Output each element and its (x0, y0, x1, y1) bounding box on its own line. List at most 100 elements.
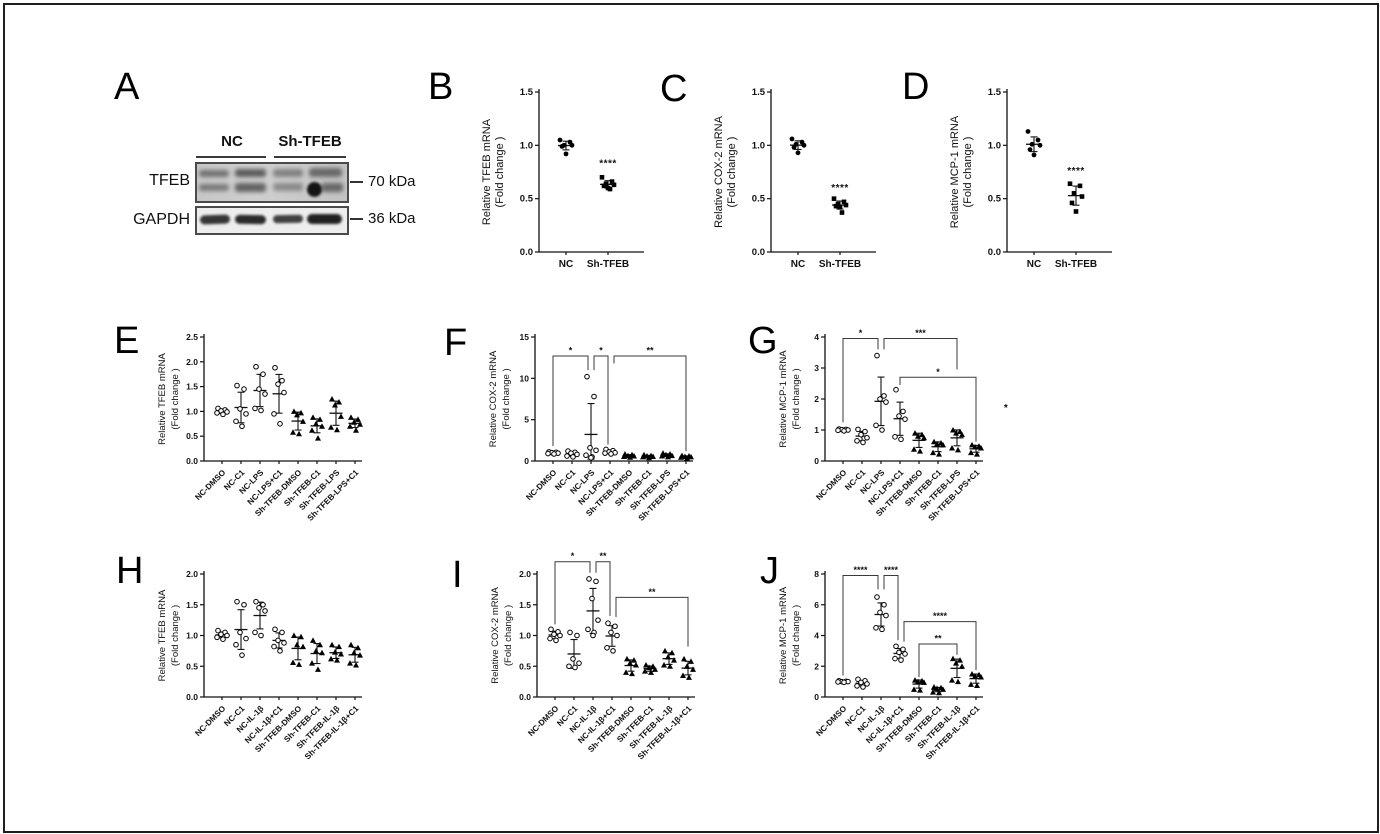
significance-bracket (903, 621, 977, 671)
data-point (548, 626, 554, 633)
data-point (315, 435, 321, 441)
gapdh-kda-marker: 36 kDa (350, 210, 416, 227)
significance-bracket (918, 643, 958, 678)
data-point (940, 686, 946, 692)
y-tick-label: 0.5 (988, 194, 1002, 205)
data-point (955, 446, 961, 453)
data-point (564, 453, 570, 459)
data-point (300, 643, 306, 650)
data-point (686, 674, 692, 680)
blot-band (199, 170, 229, 177)
data-point (608, 451, 614, 457)
significance-label: * (859, 328, 863, 338)
data-point (234, 598, 240, 605)
data-point (351, 419, 357, 425)
data-point (233, 418, 239, 425)
data-point (309, 427, 315, 433)
data-point (290, 659, 296, 666)
y-tick-label: 2.0 (186, 569, 198, 579)
data-point (279, 377, 285, 384)
y-tick-label: 5 (524, 415, 529, 425)
y-tick-label: 0 (814, 692, 819, 702)
significance-label: ** (648, 587, 656, 597)
significance-label: *** (915, 328, 926, 338)
data-point (253, 363, 259, 370)
data-point (646, 664, 652, 670)
significance-label: * (936, 367, 940, 377)
blot-blob (307, 182, 322, 197)
y-tick-label: 1 (814, 425, 819, 435)
data-point (791, 145, 797, 150)
data-point (593, 447, 599, 454)
data-point (900, 646, 906, 653)
blot-band (273, 169, 303, 177)
data-point (272, 364, 278, 371)
data-point (900, 408, 906, 415)
y-axis-title: (Fold change ) (503, 605, 514, 666)
data-point (1031, 152, 1037, 158)
y-tick-label: 0.5 (519, 661, 531, 671)
data-point (678, 454, 684, 460)
significance-bracket (613, 355, 687, 452)
blot-band (272, 214, 304, 224)
data-point (631, 453, 637, 459)
panel-h-chart: 0.00.51.01.52.0NC-DMSONC-C1NC-IL-1βNC-IL… (157, 569, 363, 761)
data-point (669, 452, 675, 459)
data-point (290, 429, 296, 435)
data-point (661, 662, 667, 668)
data-point (858, 679, 864, 686)
data-point (864, 434, 870, 441)
data-point (854, 683, 860, 689)
kda-tick (350, 217, 363, 220)
data-point (237, 406, 243, 412)
y-axis-title: Relative COX-2 mRNA (713, 115, 725, 228)
data-point (557, 137, 563, 143)
data-point (357, 652, 363, 658)
data-point (879, 626, 885, 633)
data-point (355, 644, 361, 651)
data-point (551, 631, 557, 638)
y-tick-label: 1.5 (752, 87, 766, 98)
data-point (915, 433, 921, 439)
data-point (972, 444, 978, 450)
x-category-label: Sh-TFEB (587, 259, 629, 270)
data-point (1067, 181, 1073, 187)
data-point (614, 632, 620, 639)
y-tick-label: 0.0 (520, 247, 533, 258)
y-axis-title: Relative MCP-1 mRNA (778, 350, 789, 448)
data-point (310, 414, 316, 420)
data-point (883, 399, 889, 405)
shtfeb-lane-underline (274, 156, 346, 158)
data-point (931, 684, 937, 690)
data-point (621, 453, 627, 459)
data-point (262, 391, 268, 397)
panel-i-chart: 0.00.51.01.52.0NC-DMSONC-C1NC-IL-1βNC-IL… (490, 551, 696, 761)
data-point (353, 427, 359, 433)
blot-group-label-nc: NC (221, 133, 243, 150)
data-point (940, 441, 946, 448)
data-point (915, 678, 921, 685)
data-point (877, 609, 883, 616)
data-point (874, 352, 880, 359)
panel-e-chart: 0.00.51.01.52.02.5NC-DMSONC-C1NC-LPSNC-L… (157, 332, 363, 523)
kda-label-36: 36 kDa (368, 210, 416, 227)
data-point (877, 396, 883, 402)
significance-bracket (842, 575, 879, 676)
kda-label-70: 70 kDa (368, 173, 416, 190)
data-point (835, 427, 841, 434)
data-point (860, 684, 866, 690)
data-point (631, 657, 637, 663)
data-point (319, 423, 325, 429)
gapdh-row-label: GAPDH (133, 211, 190, 228)
y-tick-label: 1.0 (186, 406, 198, 416)
data-point (272, 626, 278, 633)
y-tick-label: 15 (520, 332, 530, 342)
y-axis-title: Relative MCP-1 mRNA (778, 586, 789, 684)
data-point (243, 411, 249, 417)
data-point (667, 663, 673, 669)
data-point (294, 641, 300, 648)
data-point (684, 455, 690, 461)
y-tick-label: 4 (814, 332, 819, 342)
data-point (688, 453, 694, 460)
data-point (214, 410, 220, 416)
